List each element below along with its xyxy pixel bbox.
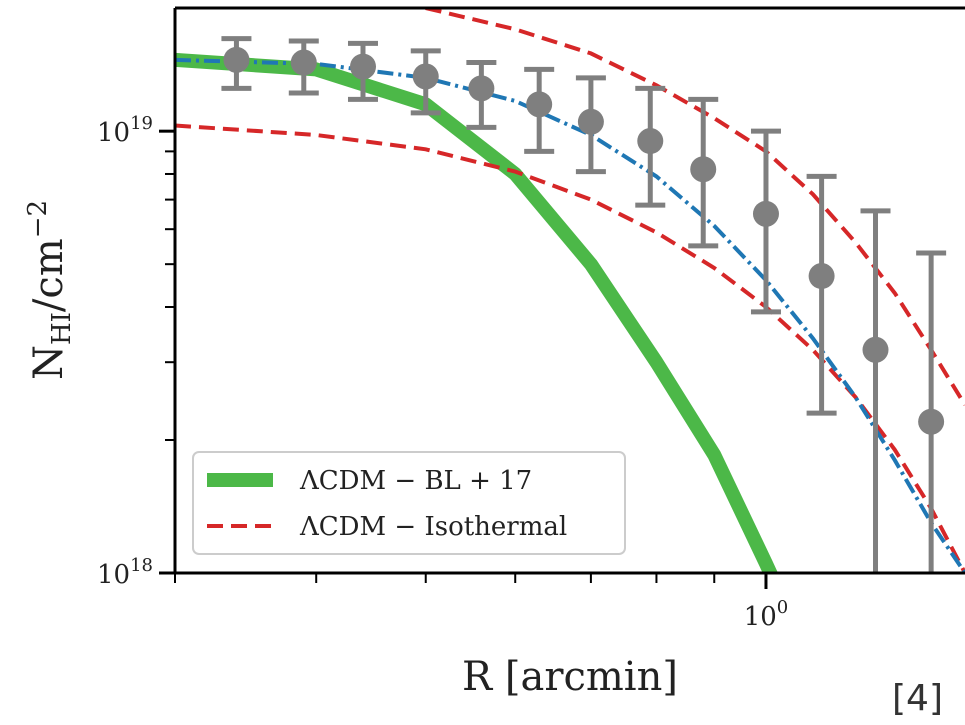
legend-label-isothermal: ΛCDM − Isothermal [299, 512, 567, 542]
legend: ΛCDM − BL + 17 ΛCDM − Isothermal [192, 451, 626, 555]
footnote-reference: [4] [892, 678, 943, 719]
series-line-0 [175, 52, 779, 573]
data-point-5 [526, 91, 553, 118]
data-point-11 [862, 336, 889, 363]
legend-label-bl17: ΛCDM − BL + 17 [299, 466, 532, 496]
data-point-7 [637, 128, 664, 155]
y-tick-label-0: 1018 [97, 555, 153, 590]
series-line-3 [175, 57, 965, 573]
x-axis-label: R [arcmin] [462, 654, 678, 700]
data-point-0 [223, 46, 250, 73]
y-axis-label: NHI/cm−2 [23, 200, 77, 380]
axes-layer [173, 6, 965, 575]
series-line-1 [175, 123, 965, 573]
y-tick-label-1: 1019 [97, 113, 153, 148]
data-point-6 [577, 108, 604, 135]
x-tick-label-0: 100 [744, 597, 789, 632]
data-point-8 [690, 156, 717, 183]
data-point-9 [752, 200, 779, 227]
data-point-4 [468, 75, 495, 102]
legend-box [192, 451, 626, 555]
data-point-12 [918, 408, 945, 435]
points-layer [221, 36, 947, 573]
data-point-10 [808, 263, 835, 290]
data-point-2 [349, 53, 376, 80]
data-point-3 [412, 63, 439, 90]
data-point-1 [290, 49, 317, 76]
